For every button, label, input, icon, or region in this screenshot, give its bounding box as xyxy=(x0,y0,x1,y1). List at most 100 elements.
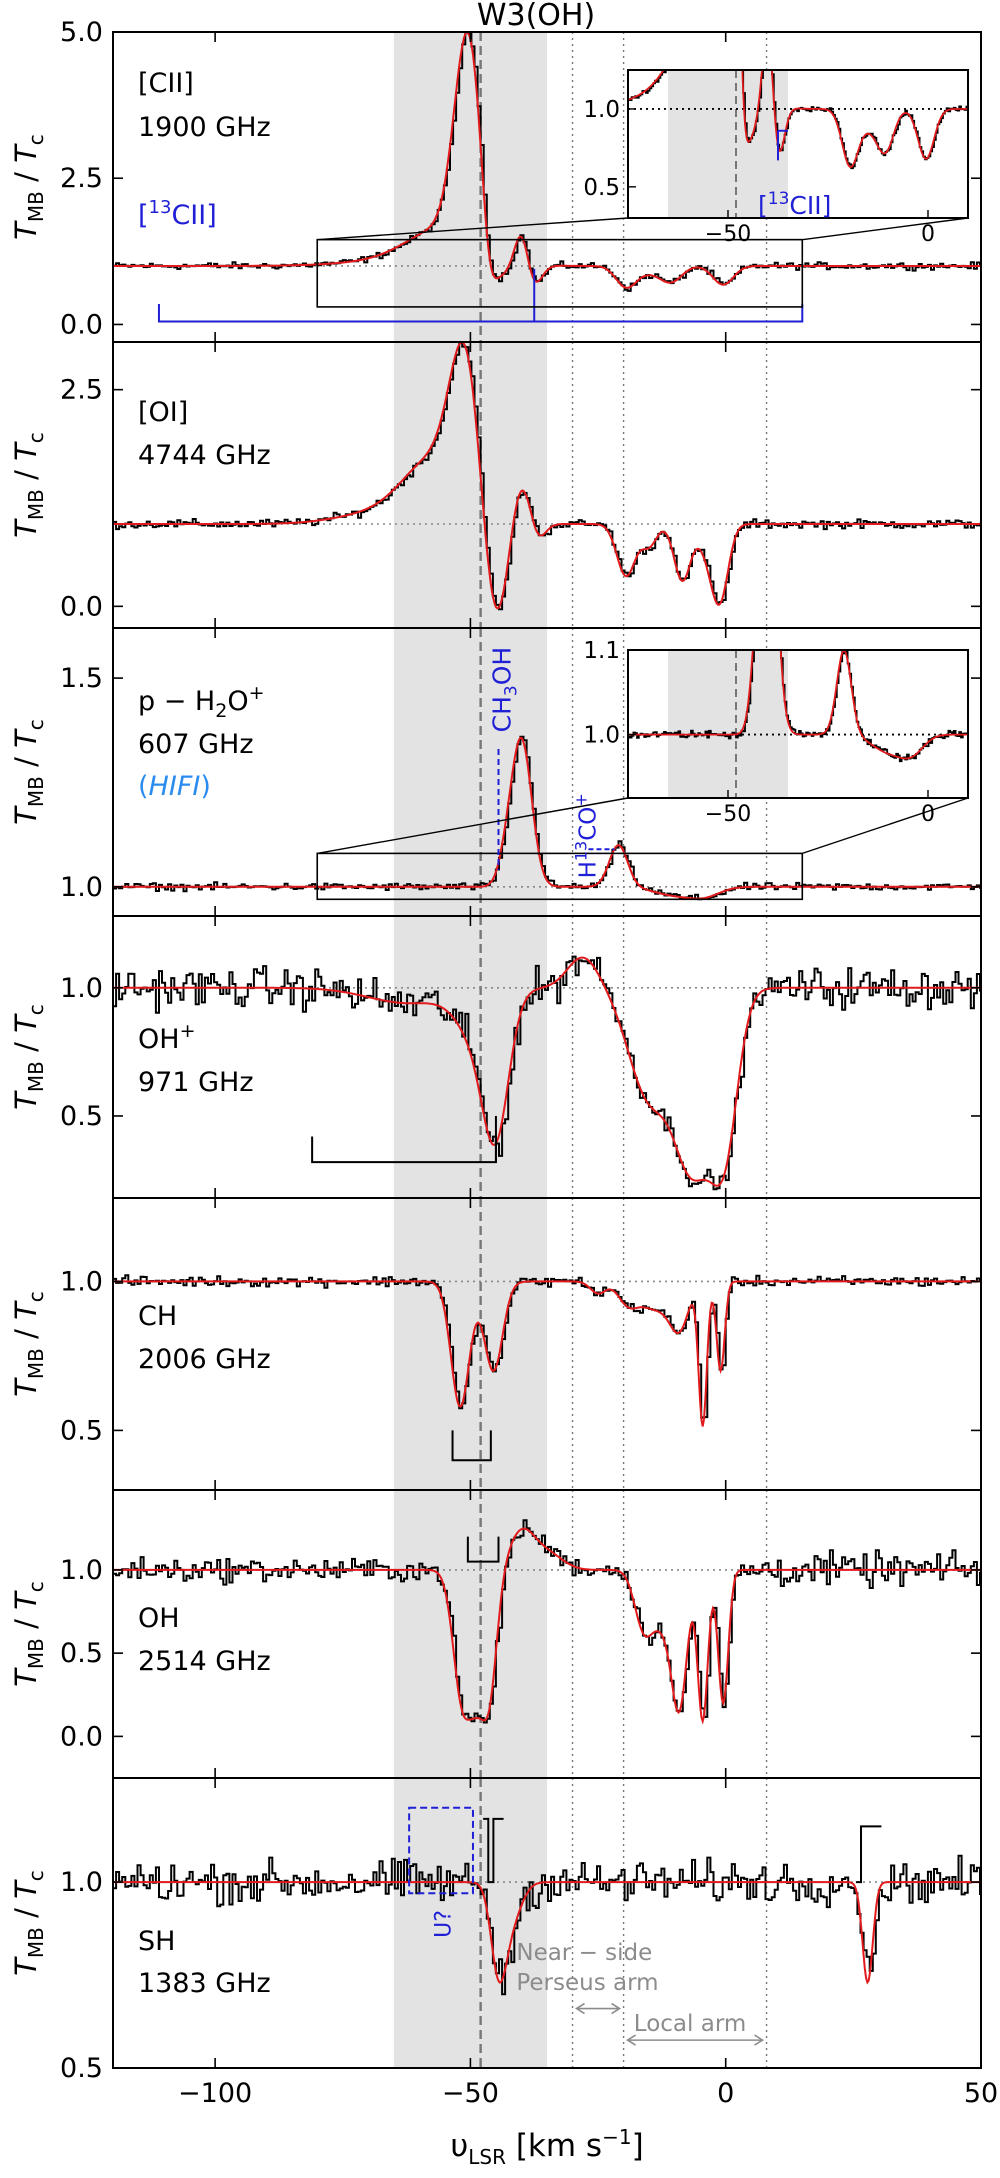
species-label: [OI] xyxy=(138,397,188,428)
isotope-superscript: 13 xyxy=(149,197,172,218)
y-tick-label: 2.5 xyxy=(60,163,103,194)
inset-shaded-band xyxy=(668,70,788,218)
figure-title: W3(OH) xyxy=(477,0,595,33)
x-tick-label: 0 xyxy=(717,2078,734,2109)
fit-spectrum-H2O+ xyxy=(113,736,981,900)
y-tick-label: 1.0 xyxy=(60,973,103,1004)
frequency-label: 1900 GHz xyxy=(138,112,271,143)
observed-spectrum-SH xyxy=(113,1854,981,1996)
arrow-head xyxy=(754,2034,765,2046)
y-tick-label: 1.0 xyxy=(60,1555,103,1586)
panel-plot-area xyxy=(113,1490,981,1778)
y-axis-label: TMB / Tc xyxy=(9,1291,48,1397)
y-tick-label: 0.5 xyxy=(60,2053,103,2084)
y-label-t2: T xyxy=(9,441,43,461)
y-label-t2: T xyxy=(9,728,43,748)
h13co-part: H xyxy=(575,861,601,878)
isotope-name: CII] xyxy=(171,200,216,231)
h13co-part: CO xyxy=(575,807,601,841)
panel-plot-area xyxy=(113,32,981,342)
fit-spectrum-CH xyxy=(113,1280,981,1427)
isotope-name: CII] xyxy=(789,191,831,220)
y-label-slash: / xyxy=(9,163,43,191)
y-label-sub2: c xyxy=(24,1581,48,1592)
instrument-name: HIFI xyxy=(149,771,201,802)
frequency-label: 2514 GHz xyxy=(138,1646,271,1677)
species-sub: 2 xyxy=(215,700,227,722)
spectral-spike xyxy=(855,1825,882,1884)
arrow-head xyxy=(611,2002,622,2015)
shaded-velocity-band xyxy=(393,342,547,628)
hyperfine-bracket xyxy=(451,1430,492,1462)
inset-y-tick-label: 1.0 xyxy=(583,97,620,123)
panel-plot-area xyxy=(113,916,981,1198)
panel-plot-area xyxy=(113,342,981,628)
y-label-t: T xyxy=(9,1667,43,1687)
y-label-t: T xyxy=(9,805,43,825)
zoom-region-box xyxy=(316,852,804,901)
fit-spectrum-OI xyxy=(113,342,981,610)
species-sup: + xyxy=(249,682,265,704)
y-label-sub: MB xyxy=(24,776,48,807)
species-part: O xyxy=(227,686,248,717)
y-label-t2: T xyxy=(9,1879,43,1899)
y-label-sub: MB xyxy=(24,1348,48,1379)
unidentified-feature-box xyxy=(408,1806,474,1895)
x-axis-label: υLSR [km s−1] xyxy=(450,2125,643,2169)
inset-connector xyxy=(317,217,629,241)
y-tick-label: 0.0 xyxy=(60,591,103,622)
shaded-velocity-band xyxy=(393,32,547,342)
y-tick-label: 1.0 xyxy=(60,872,103,903)
species-label: SH xyxy=(138,1926,175,1957)
y-label-sub2: c xyxy=(24,719,48,730)
species-part: p − H xyxy=(138,686,215,717)
y-tick-label: 0.5 xyxy=(60,1101,103,1132)
isotope-label: [13CII] xyxy=(138,197,217,231)
y-label-sub2: c xyxy=(24,432,48,443)
y-label-t2: T xyxy=(9,1013,43,1033)
y-axis-label: TMB / Tc xyxy=(9,432,48,538)
observed-spectrum-CH xyxy=(113,1274,981,1419)
y-tick-label: 5.0 xyxy=(60,17,103,48)
h13co-sup: + xyxy=(571,793,590,806)
x-tick-label: 50 xyxy=(964,2078,998,2109)
instrument-label: (HIFI) xyxy=(138,771,211,802)
y-label-t: T xyxy=(9,1377,43,1397)
inset-connector xyxy=(802,217,969,241)
arrow-head xyxy=(626,2034,637,2046)
y-label-t2: T xyxy=(9,1590,43,1610)
species-part: OH xyxy=(138,1024,180,1055)
inset-plot-area xyxy=(628,70,968,218)
y-axis-label: TMB / Tc xyxy=(9,1581,48,1687)
frequency-label: 971 GHz xyxy=(138,1067,254,1098)
y-label-sub2: c xyxy=(24,1870,48,1881)
y-label-sub: MB xyxy=(24,191,48,222)
inset-frame xyxy=(627,69,969,219)
y-label-t2: T xyxy=(9,1300,43,1320)
panel-plot-area xyxy=(113,1198,981,1490)
y-label-slash: / xyxy=(9,1320,43,1348)
observed-spectrum-OI xyxy=(113,342,981,611)
y-label-t: T xyxy=(9,220,43,240)
x-label-units: [km s xyxy=(506,2128,602,2164)
y-label-t: T xyxy=(9,1956,43,1976)
hyperfine-bracket xyxy=(466,1536,500,1563)
x-axis: −100 −50 0 50 υLSR [km s−1] xyxy=(178,2078,998,2169)
inset-x-tick-label: 0 xyxy=(921,222,935,247)
panel-frame xyxy=(112,1777,982,2069)
fit-spectrum-SH xyxy=(113,1881,981,1985)
y-label-sub2: c xyxy=(24,1004,48,1015)
unidentified-label: U? xyxy=(431,1910,456,1938)
y-tick-label: 0.5 xyxy=(60,1415,103,1446)
inset-x-tick-label: 0 xyxy=(921,802,935,827)
inset-isotope-label: [13CII] xyxy=(758,189,831,220)
x-label-end: ] xyxy=(632,2128,644,2164)
y-tick-label: 0.0 xyxy=(60,309,103,340)
inset-fit-spectrum xyxy=(628,70,968,169)
y-label-sub: MB xyxy=(24,1061,48,1092)
fit-spectrum-CII xyxy=(113,32,981,289)
